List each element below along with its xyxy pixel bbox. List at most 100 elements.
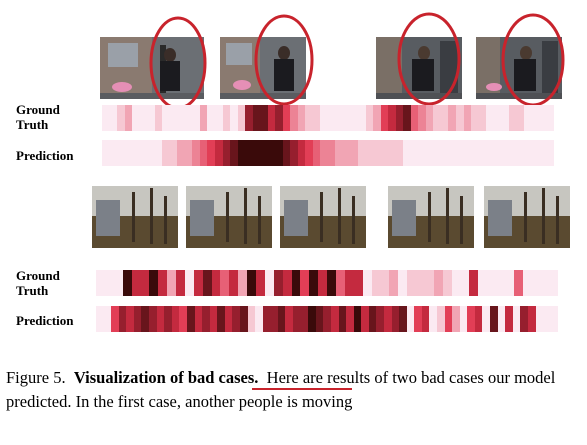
heat-cell — [516, 105, 524, 131]
gym-scene-image — [376, 37, 462, 99]
highlight-circle — [397, 12, 461, 106]
heat-cell — [308, 306, 316, 332]
heat-cell — [245, 105, 253, 131]
heat-cell — [371, 270, 381, 296]
heat-cell — [118, 306, 127, 332]
heat-cell — [164, 306, 172, 332]
heat-cell — [217, 306, 225, 332]
heat-cell — [380, 270, 390, 296]
heat-cell — [455, 105, 464, 131]
heat-cell — [275, 140, 283, 166]
heat-cell — [312, 105, 321, 131]
heat-cell — [538, 105, 547, 131]
heat-cell — [176, 270, 185, 296]
outdoor-scene-image — [186, 186, 272, 248]
heat-cell — [508, 105, 517, 131]
heat-cell — [239, 306, 248, 332]
heat-cell — [305, 105, 313, 131]
heat-cell — [508, 140, 517, 166]
highlight-circle — [149, 16, 207, 110]
heat-cell — [194, 306, 203, 332]
heat-cell — [353, 270, 363, 296]
heat-cell — [222, 140, 231, 166]
heat-cell — [169, 140, 178, 166]
heat-cell — [290, 105, 298, 131]
heat-cell — [305, 140, 313, 166]
heat-cell — [486, 105, 494, 131]
heat-cell — [353, 306, 362, 332]
heat-cell — [376, 306, 384, 332]
heat-cell — [111, 306, 119, 332]
heat-cell — [158, 270, 168, 296]
label-line: Ground — [16, 268, 60, 283]
panel2-frame-3 — [280, 186, 366, 248]
heat-cell — [395, 105, 404, 131]
heat-cell — [365, 140, 374, 166]
heat-cell — [260, 140, 268, 166]
heat-cell — [410, 105, 419, 131]
heat-cell — [459, 306, 468, 332]
heat-cell — [425, 140, 434, 166]
heat-cell — [186, 306, 195, 332]
heat-cell — [171, 306, 180, 332]
heat-cell — [478, 105, 487, 131]
heat-cell — [275, 105, 283, 131]
heat-cell — [486, 140, 494, 166]
heat-cell — [103, 306, 112, 332]
heat-cell — [429, 306, 438, 332]
heat-cell — [469, 270, 479, 296]
heat-cell — [346, 306, 354, 332]
heat-cell — [520, 306, 528, 332]
heat-cell — [389, 270, 399, 296]
heat-cell — [237, 105, 246, 131]
heat-cell — [327, 105, 336, 131]
heat-cell — [403, 140, 411, 166]
heat-cell — [399, 306, 407, 332]
heat-cell — [531, 140, 539, 166]
heat-cell — [117, 140, 125, 166]
panel1-ground-truth-label: Ground Truth — [16, 102, 60, 132]
heat-cell — [323, 306, 331, 332]
panel1-prediction-label: Prediction — [16, 148, 74, 163]
heat-cell — [122, 270, 132, 296]
heat-cell — [380, 140, 389, 166]
heat-cell — [327, 270, 337, 296]
heat-cell — [414, 306, 422, 332]
heat-cell — [140, 270, 150, 296]
heat-cell — [277, 306, 286, 332]
heat-cell — [549, 270, 559, 296]
heat-cell — [531, 270, 541, 296]
heat-cell — [460, 270, 470, 296]
heat-cell — [538, 140, 547, 166]
heat-cell — [463, 105, 472, 131]
heat-cell — [523, 140, 532, 166]
heat-cell — [482, 306, 491, 332]
heat-cell — [442, 270, 452, 296]
heat-cell — [440, 105, 449, 131]
heat-cell — [330, 306, 339, 332]
heat-cell — [126, 306, 134, 332]
heat-cell — [154, 105, 163, 131]
outdoor-scene-image — [280, 186, 366, 248]
heat-cell — [109, 140, 118, 166]
heat-cell — [282, 140, 291, 166]
heat-cell — [202, 306, 210, 332]
heat-cell — [214, 140, 223, 166]
heat-cell — [224, 306, 233, 332]
heat-cell — [252, 105, 261, 131]
heat-cell — [418, 105, 426, 131]
heat-cell — [139, 105, 148, 131]
heat-cell — [535, 306, 544, 332]
heat-cell — [527, 306, 536, 332]
heat-cell — [335, 105, 343, 131]
heat-cell — [478, 140, 487, 166]
heat-cell — [199, 105, 208, 131]
heat-cell — [177, 140, 185, 166]
heat-cell — [433, 140, 441, 166]
caption-underline-mark — [252, 388, 352, 390]
heat-cell — [338, 306, 347, 332]
heat-cell — [358, 140, 366, 166]
heat-cell — [440, 140, 449, 166]
panel2-prediction-label: Prediction — [16, 313, 74, 328]
heat-cell — [433, 105, 441, 131]
